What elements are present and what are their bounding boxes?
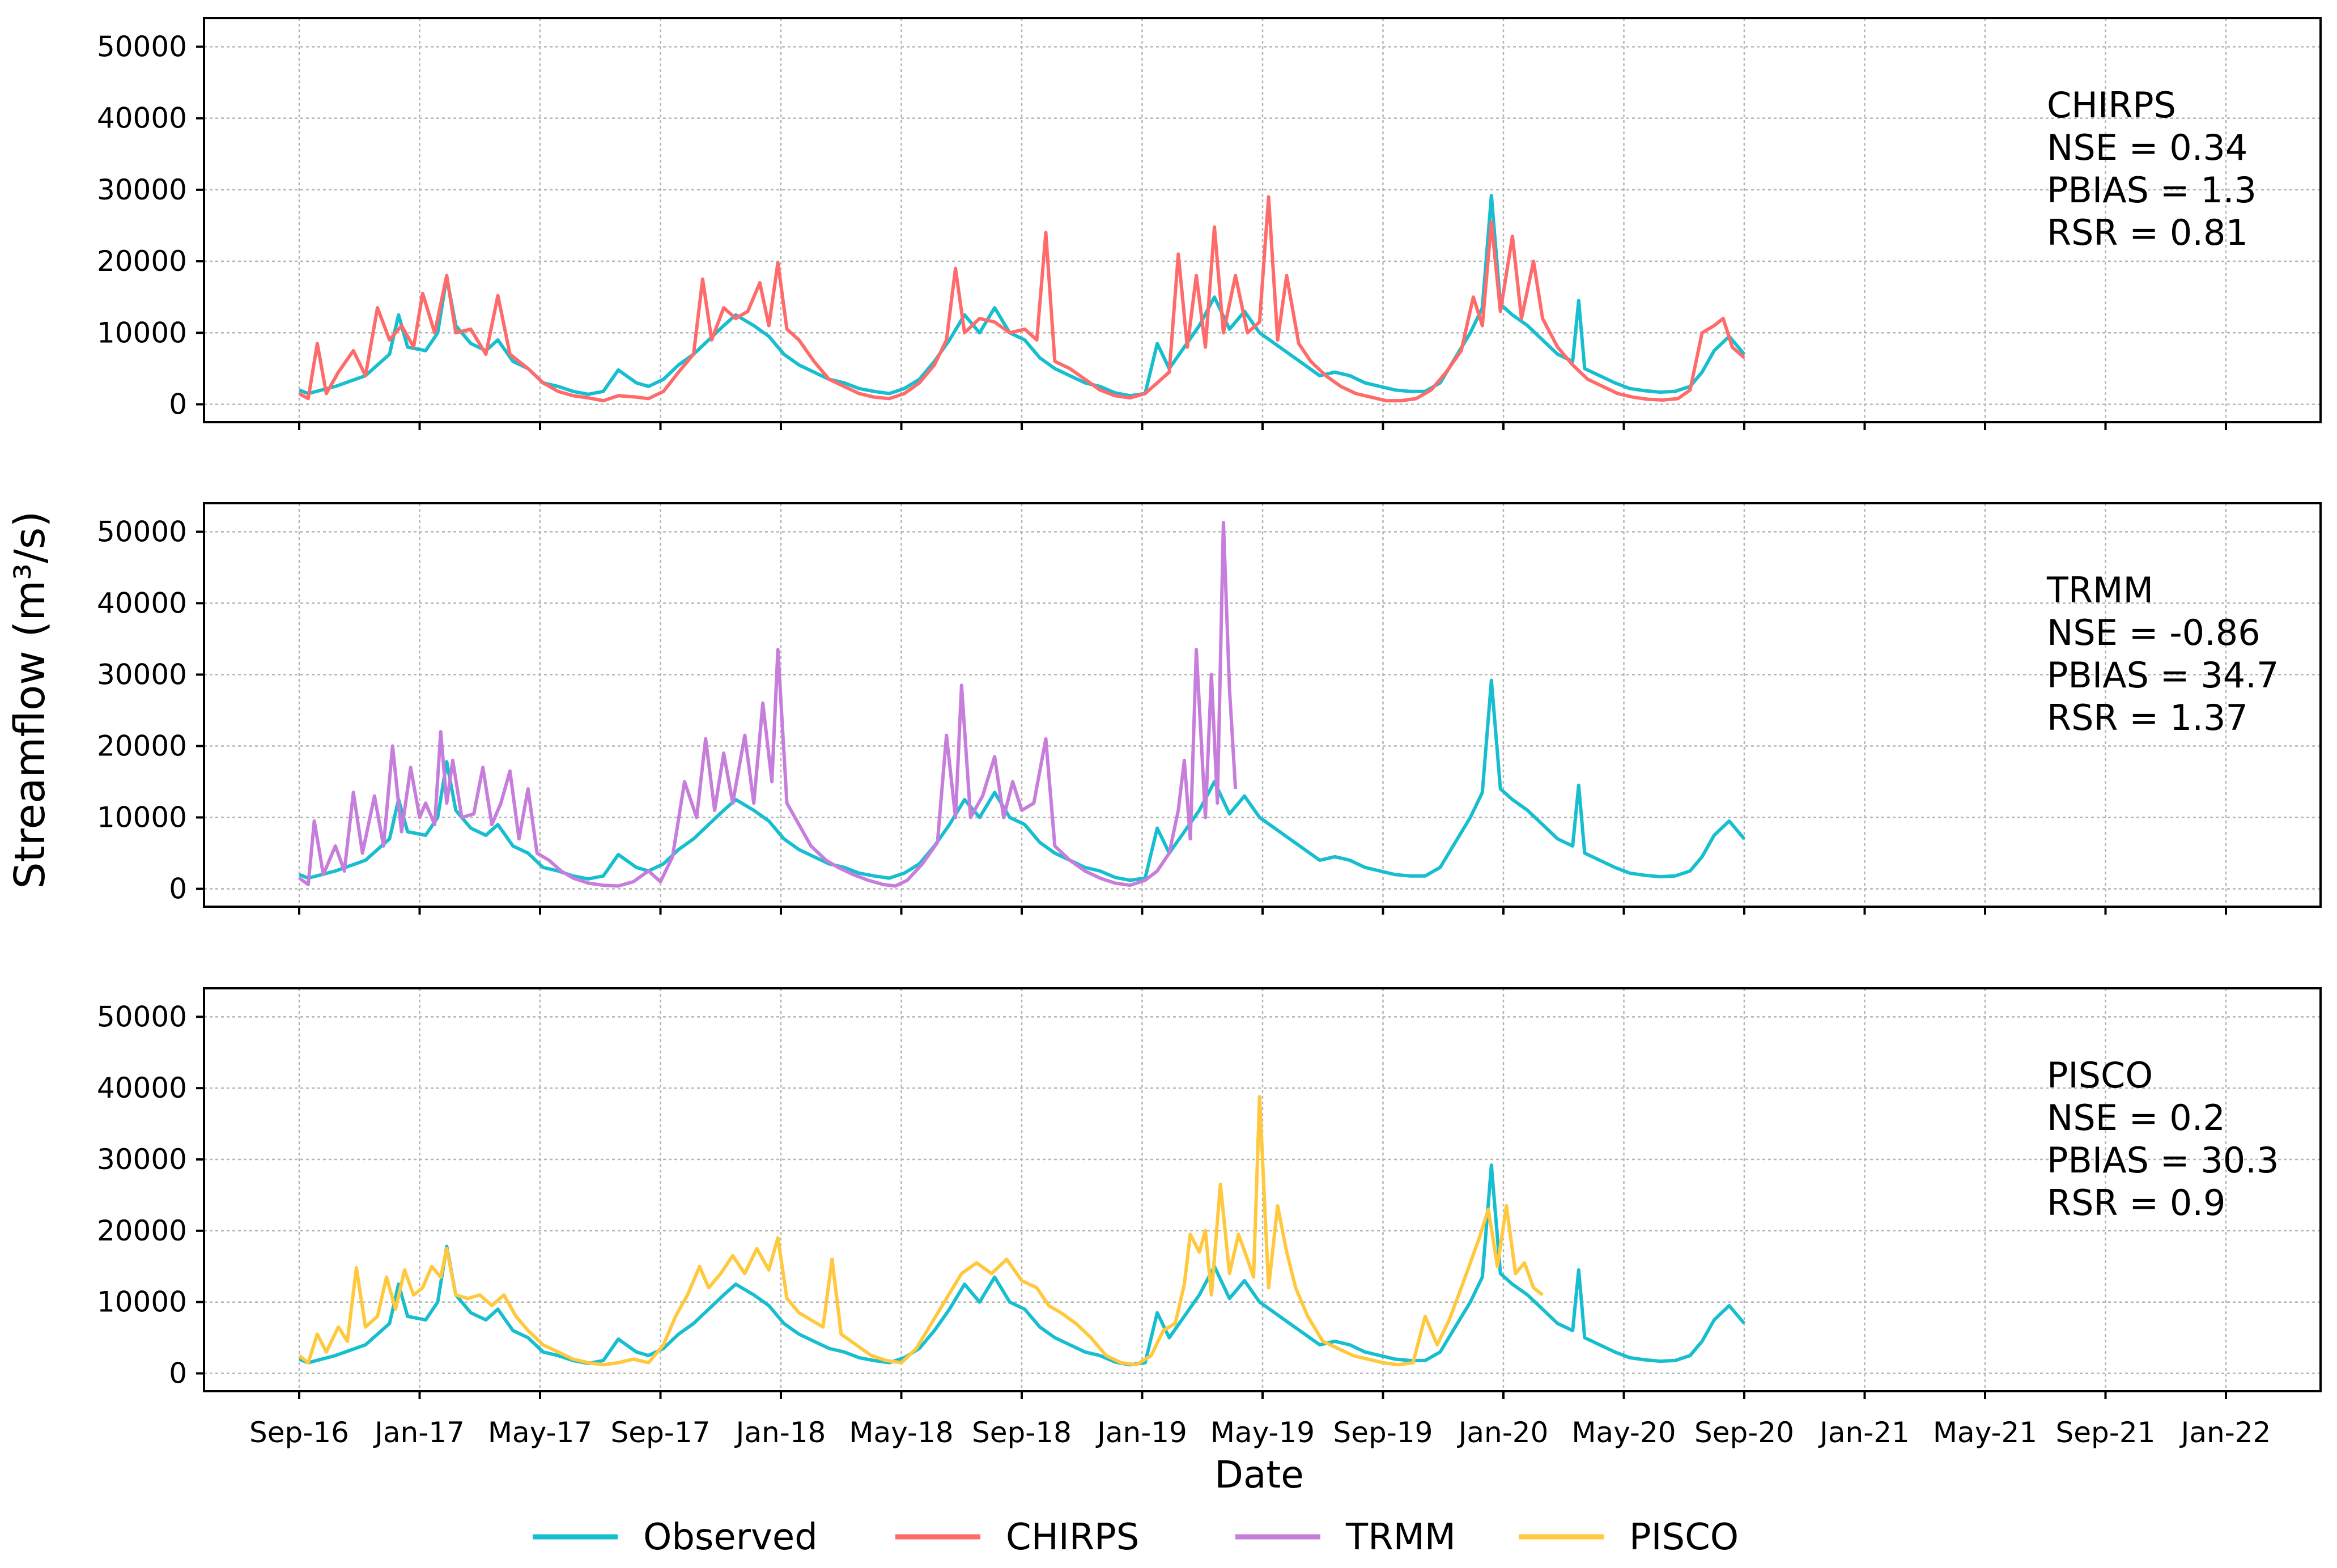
stats-line: RSR = 0.81 [2047, 212, 2248, 253]
stats-line: PISCO [2047, 1055, 2153, 1096]
y-tick-label: 0 [169, 388, 187, 420]
x-tick-label: Jan-20 [1457, 1416, 1549, 1449]
legend-label-chirps: CHIRPS [1006, 1516, 1139, 1558]
x-tick-label: Sep-18 [972, 1416, 1072, 1449]
x-tick-label: Sep-20 [1694, 1416, 1794, 1449]
x-tick-label: Jan-22 [2179, 1416, 2271, 1449]
stats-line: RSR = 1.37 [2047, 697, 2248, 738]
panel-pisco: 0 10000 20000 30000 40000 50000 Sep-16 Jan-17 Ma… [97, 987, 2322, 1449]
y-tick-label: 20000 [97, 1214, 187, 1247]
y-tick-label: 40000 [97, 587, 187, 619]
y-tick-label: 50000 [97, 515, 187, 548]
x-tick-label: Sep-21 [2056, 1416, 2156, 1449]
series-trmm [298, 521, 1238, 888]
y-tick-label: 0 [169, 1357, 187, 1390]
x-tick-label: Jan-17 [373, 1416, 465, 1449]
stats-line: CHIRPS [2047, 84, 2176, 126]
stats-line: RSR = 0.9 [2047, 1182, 2225, 1223]
x-tick-label: May-20 [1571, 1416, 1676, 1449]
y-tick-label: 30000 [97, 1143, 187, 1176]
stats-line: PBIAS = 34.7 [2047, 655, 2279, 696]
x-tick-label: Jan-21 [1818, 1416, 1910, 1449]
plot-frame [203, 502, 2322, 908]
y-tick-label: 50000 [97, 30, 187, 63]
stats-line: PBIAS = 30.3 [2047, 1140, 2279, 1181]
series-observed [298, 678, 1746, 882]
y-tick-label: 50000 [97, 1000, 187, 1033]
y-tick-label: 10000 [97, 801, 187, 834]
legend-label-pisco: PISCO [1629, 1516, 1739, 1558]
legend-label-observed: Observed [643, 1516, 818, 1558]
y-tick-label: 30000 [97, 173, 187, 206]
y-axis-title: Streamflow (m³/s) [6, 511, 54, 889]
legend: Observed CHIRPS TRMM PISCO [533, 1516, 1739, 1558]
y-tick-label: 10000 [97, 316, 187, 349]
y-tick-label: 20000 [97, 245, 187, 278]
legend-label-trmm: TRMM [1345, 1516, 1456, 1558]
y-tick-label: 40000 [97, 1072, 187, 1104]
stats-line: NSE = -0.86 [2047, 612, 2260, 653]
y-tick-label: 0 [169, 872, 187, 905]
x-tick-label: Sep-19 [1333, 1416, 1433, 1449]
stats-line: NSE = 0.2 [2047, 1097, 2225, 1138]
stats-line: NSE = 0.34 [2047, 127, 2247, 168]
x-tick-label: Jan-19 [1095, 1416, 1187, 1449]
x-tick-label: May-18 [849, 1416, 953, 1449]
plot-frame [203, 17, 2322, 423]
x-tick-label: May-21 [1933, 1416, 2037, 1449]
series-chirps [298, 195, 1745, 403]
y-tick-label: 40000 [97, 102, 187, 135]
series-observed [298, 1163, 1746, 1367]
y-tick-label: 20000 [97, 729, 187, 762]
y-tick-label: 30000 [97, 658, 187, 691]
y-tick-label: 10000 [97, 1286, 187, 1319]
x-tick-label: Sep-16 [249, 1416, 349, 1449]
x-axis-title: Date [1214, 1453, 1304, 1497]
x-tick-label: Sep-17 [611, 1416, 711, 1449]
stats-line: TRMM [2046, 570, 2153, 611]
series-pisco [298, 1095, 1544, 1367]
x-tick-label: May-19 [1210, 1416, 1315, 1449]
x-tick-label: Jan-18 [734, 1416, 826, 1449]
series-observed [298, 194, 1746, 398]
stats-line: PBIAS = 1.3 [2047, 169, 2257, 211]
x-tick-label: May-17 [488, 1416, 592, 1449]
plot-frame [203, 987, 2322, 1392]
y-axis-title-main: Streamflow (m³/s) [6, 511, 54, 889]
